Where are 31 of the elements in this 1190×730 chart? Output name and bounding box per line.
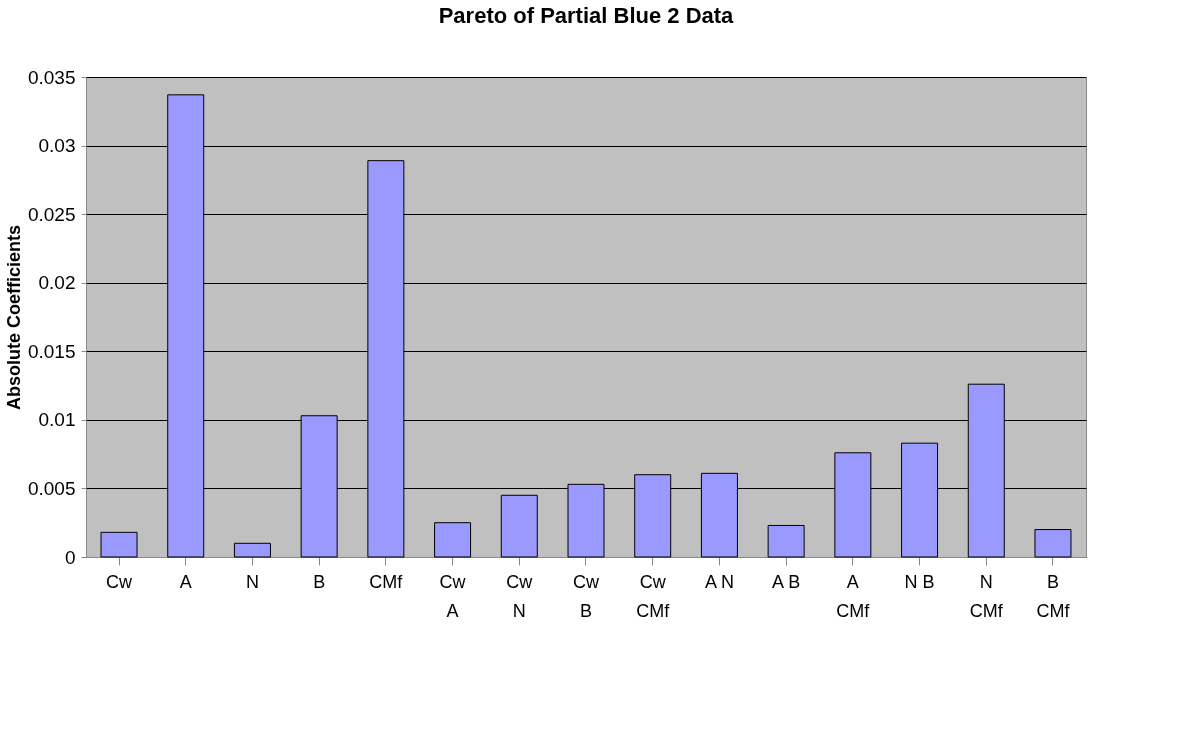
bar [434,522,472,558]
bar [233,542,271,558]
y-tick-label: 0.035 [27,66,76,88]
y-tick-label: 0.005 [27,477,76,499]
x-tick-label: A [179,571,192,592]
x-tick-label: B CMf [1036,571,1071,621]
y-axis-title: Absolute Coefficients [3,224,24,411]
chart-title: Pareto of Partial Blue 2 Data [438,3,735,28]
x-tick-label: Cw B [573,571,600,621]
bar [500,494,538,558]
x-tick-label: N CMf [969,571,1004,621]
x-tick-label: A CMf [836,571,871,621]
y-tick-label: 0 [64,546,76,568]
y-tick-label: 0.015 [27,340,76,362]
y-tick-label: 0.03 [38,135,76,157]
x-tick-label: Cw A [439,571,467,621]
y-tick-label: 0.02 [38,272,76,294]
x-tick-label: Cw N [506,571,534,621]
bar [767,524,805,558]
bar [1034,529,1072,558]
x-tick-label: N [245,571,259,592]
x-tick-label: A B [772,571,801,592]
x-tick-label: N B [904,571,935,592]
y-tick-label: 0.01 [38,409,76,431]
x-tick-label: A N [704,571,734,592]
x-tick-label: Cw CMf [636,571,671,621]
x-tick-label: CMf [369,571,404,592]
bar [100,531,138,558]
x-tick-label: Cw [106,571,134,592]
y-tick-label: 0.025 [27,203,76,225]
x-tick-label: B [313,571,326,592]
